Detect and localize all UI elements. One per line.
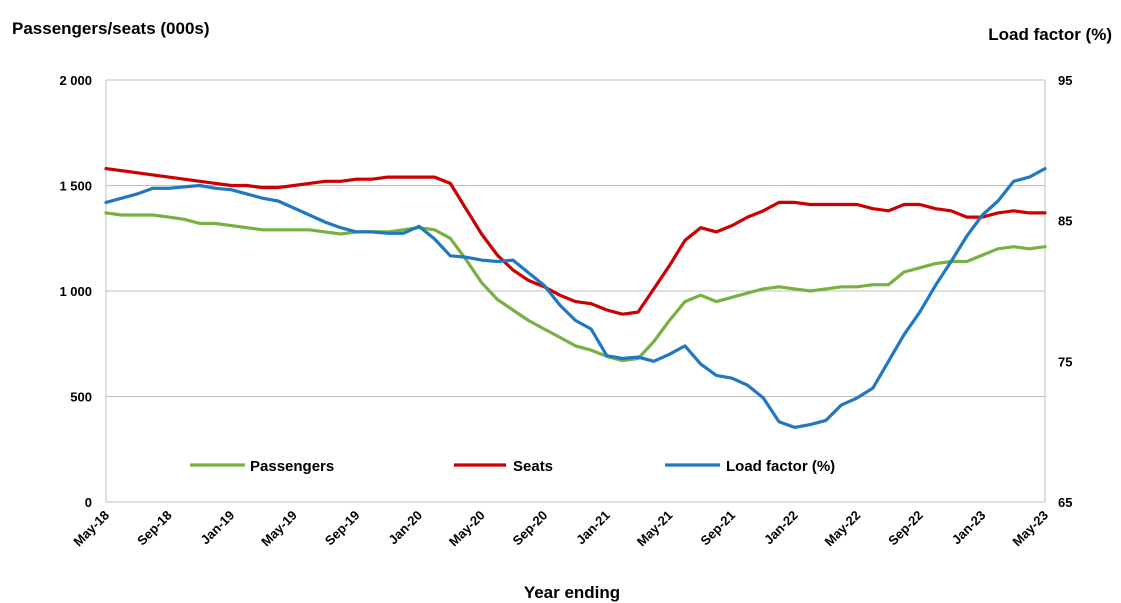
legend-item: Passengers [190,458,334,475]
left-tick-label: 2 000 [59,73,92,88]
x-tick-label: Sep-20 [510,508,551,549]
load-factor-series-line [104,167,1047,429]
legend-item: Seats [454,458,553,475]
x-tick-label: Sep-18 [134,508,175,549]
x-tick-label: Jan-23 [949,508,989,548]
x-tick-label: May-19 [258,508,300,550]
seats-series-line [104,167,1047,316]
left-tick-label: 1 000 [59,284,92,299]
left-axis-ticks: 0 500 1 000 1 500 2 000 [59,73,92,510]
right-tick-label: 95 [1058,73,1072,88]
x-tick-label: Sep-22 [885,508,926,549]
x-tick-label: Sep-19 [322,508,363,549]
left-tick-label: 500 [70,390,92,405]
x-tick-label: Jan-22 [761,508,801,548]
passengers-series-line [104,211,1047,363]
right-axis-ticks: 65 75 85 95 [1058,73,1072,510]
series-lines [104,167,1047,429]
right-axis-title: Load factor (%) [988,25,1112,44]
left-tick-label: 1 500 [59,179,92,194]
x-tick-label: Sep-21 [697,508,738,549]
right-tick-label: 65 [1058,495,1072,510]
legend: Passengers Seats Load factor (%) [190,458,835,475]
legend-label: Load factor (%) [726,458,835,475]
right-tick-label: 85 [1058,214,1072,229]
x-axis-ticks: May-18 Sep-18 Jan-19 May-19 Sep-19 Jan-20 May-… [70,508,1051,550]
left-axis-title: Passengers/seats (000s) [12,19,210,38]
gridlines [105,79,1046,503]
legend-label: Passengers [250,458,334,475]
legend-label: Seats [513,458,553,475]
x-tick-label: May-21 [634,508,676,550]
x-tick-label: Jan-19 [198,508,238,548]
x-tick-label: May-18 [70,508,112,550]
x-tick-label: Jan-21 [573,508,613,548]
legend-item: Load factor (%) [665,458,835,475]
x-tick-label: May-23 [1009,508,1051,550]
x-tick-label: Jan-20 [385,508,425,548]
left-tick-label: 0 [85,495,92,510]
x-tick-label: May-20 [446,508,488,550]
right-tick-label: 75 [1058,354,1072,369]
x-axis-title: Year ending [524,583,620,602]
x-tick-label: May-22 [822,508,864,550]
